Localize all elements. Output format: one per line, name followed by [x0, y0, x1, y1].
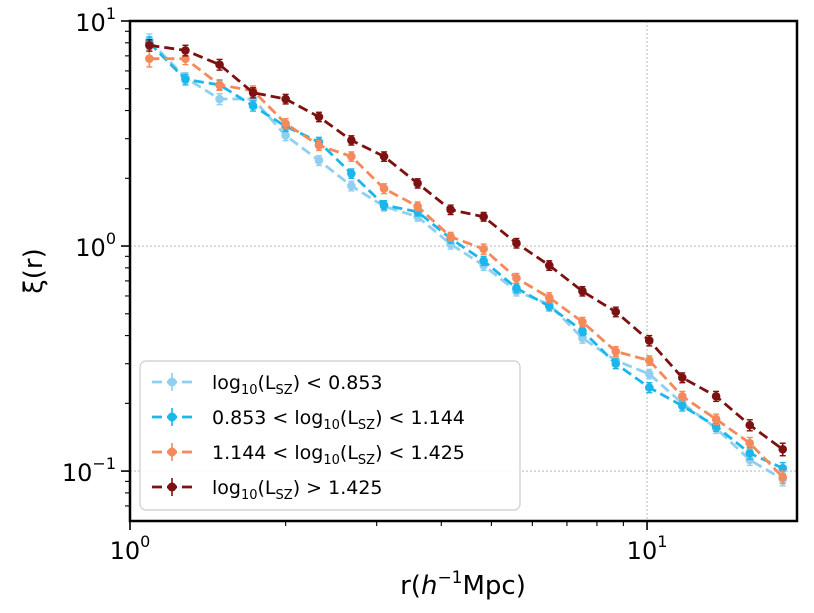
data-point	[544, 293, 554, 302]
data-point	[644, 369, 654, 379]
data-point	[677, 373, 687, 382]
data-point	[479, 244, 488, 254]
data-point	[281, 119, 290, 128]
data-point	[446, 232, 455, 242]
data-series	[145, 33, 788, 487]
y-axis-label: ξ(r)	[19, 248, 49, 293]
legend-label: log10(LSZ) < 0.853	[212, 372, 383, 398]
legend-entry-1: log10(LSZ) < 0.853	[152, 372, 383, 398]
data-point	[181, 75, 190, 84]
data-point	[778, 472, 788, 482]
legend-label: log10(LSZ) > 1.425	[212, 477, 383, 503]
data-point	[248, 88, 258, 98]
data-point	[479, 256, 488, 266]
data-point	[544, 261, 554, 270]
x-tick-label: 101	[627, 532, 668, 565]
data-point	[611, 307, 621, 317]
data-point	[314, 112, 324, 122]
data-point	[413, 179, 422, 188]
data-point	[413, 202, 422, 211]
legend-swatch-marker	[167, 412, 177, 422]
data-point	[248, 101, 258, 111]
series-3	[145, 50, 788, 485]
legend-entry-3: 1.144 < log10(LSZ) < 1.425	[152, 442, 465, 468]
data-point	[145, 54, 154, 63]
data-point	[745, 420, 755, 430]
data-point	[215, 60, 224, 69]
y-tick-label: 100	[75, 229, 116, 262]
data-point	[711, 414, 721, 424]
legend-entry-2: 0.853 < log10(LSZ) < 1.144	[152, 407, 465, 433]
data-point	[677, 401, 687, 411]
legend-swatch-marker	[167, 482, 177, 492]
data-point	[281, 94, 290, 104]
data-point	[379, 152, 389, 161]
data-point	[611, 359, 621, 369]
legend-label: 0.853 < log10(LSZ) < 1.144	[212, 407, 465, 433]
data-point	[314, 141, 324, 150]
series-4	[145, 39, 788, 457]
data-point	[145, 40, 154, 50]
data-point	[644, 356, 654, 365]
legend-label: 1.144 < log10(LSZ) < 1.425	[212, 442, 465, 468]
data-point	[512, 283, 521, 293]
data-point	[778, 444, 788, 454]
plot-frame	[128, 19, 799, 523]
data-point	[677, 391, 687, 401]
data-point	[578, 326, 587, 336]
x-axis-label: r(h−1Mpc)	[400, 568, 526, 601]
data-point	[479, 212, 488, 222]
y-tick-label: 101	[75, 4, 116, 37]
series-line	[148, 39, 784, 481]
series-line	[149, 43, 784, 451]
series-line	[148, 41, 784, 470]
data-point	[745, 438, 755, 448]
x-tick-label: 100	[110, 532, 151, 565]
data-point	[347, 181, 356, 191]
legend-swatch-marker	[167, 377, 177, 387]
data-point	[711, 391, 721, 401]
data-point	[578, 286, 587, 296]
data-point	[215, 94, 224, 104]
data-point	[745, 448, 755, 458]
data-point	[745, 455, 755, 465]
data-point	[347, 136, 356, 145]
legend: log10(LSZ) < 0.853 0.853 < log10(LSZ) < 1…	[139, 360, 521, 511]
legend-box	[139, 360, 521, 511]
data-point	[314, 156, 324, 165]
axis-ticks: 100 101 10−1 100 101	[62, 4, 668, 565]
data-point	[347, 152, 356, 161]
data-point	[379, 184, 389, 193]
data-point	[778, 463, 788, 473]
data-point	[512, 238, 521, 248]
series-line	[149, 57, 784, 479]
data-point	[379, 200, 389, 210]
data-point	[347, 169, 356, 178]
data-point	[446, 205, 455, 215]
data-point	[611, 347, 621, 356]
data-point	[578, 317, 587, 327]
data-point	[181, 46, 190, 55]
data-point	[644, 383, 654, 392]
data-point	[512, 273, 521, 283]
data-point	[215, 80, 224, 90]
data-point	[281, 131, 290, 140]
data-point	[544, 301, 554, 311]
data-point	[644, 336, 654, 345]
legend-swatch-marker	[167, 447, 177, 457]
legend-entry-4: log10(LSZ) > 1.425	[152, 477, 383, 503]
y-tick-label: 10−1	[62, 454, 116, 487]
